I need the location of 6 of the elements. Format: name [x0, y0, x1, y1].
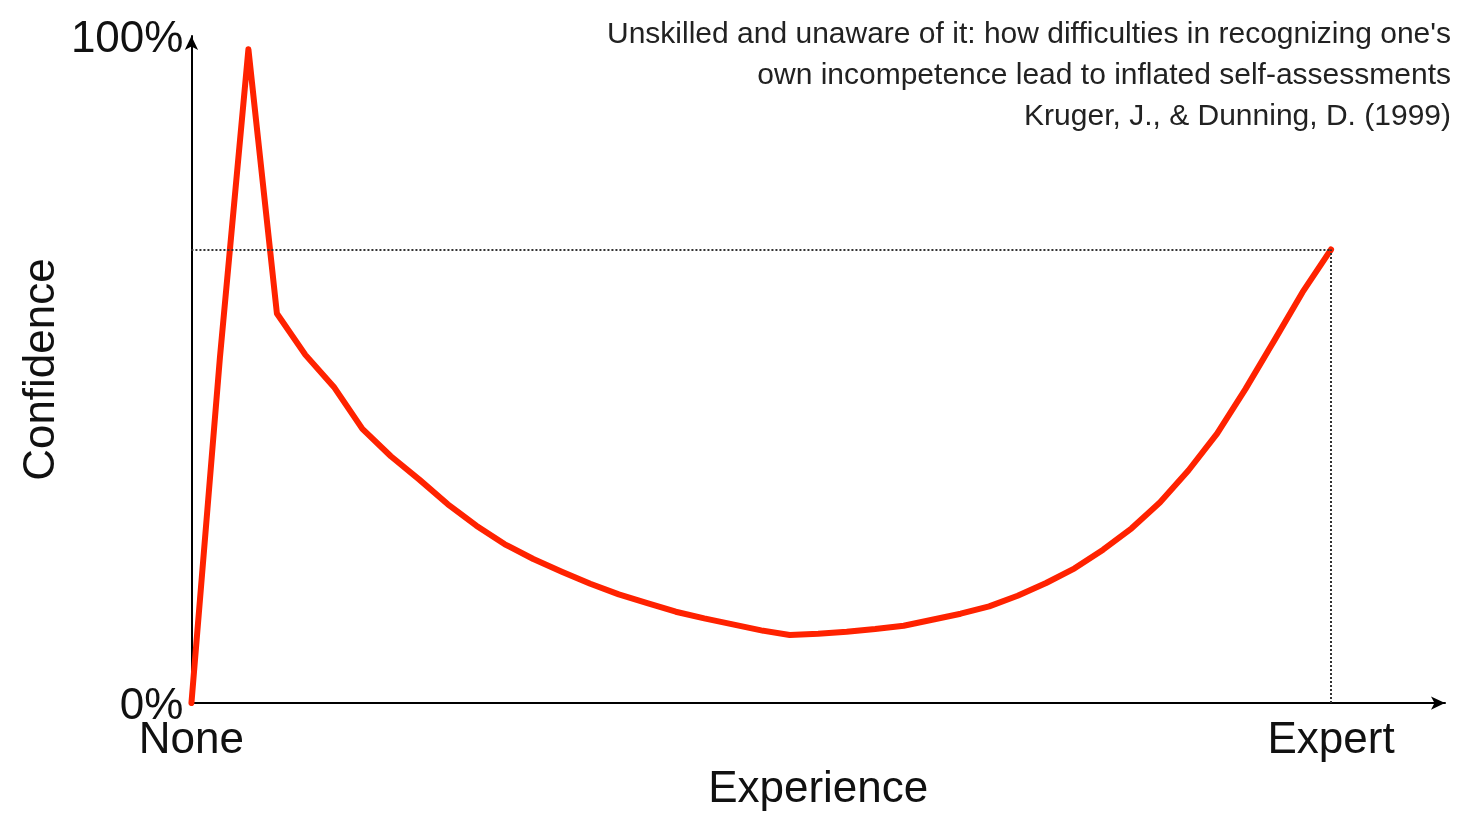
- annotation: Unskilled and unaware of it: how difficulties in recognizing one's own incompetence lead to inflated self-assessments: [606, 15, 1451, 92]
- x-tick-label: Expert: [1267, 712, 1395, 762]
- y-tick-label: 100%: [70, 11, 184, 61]
- annotation: Kruger, J., & Dunning, D. (1999): [1023, 97, 1451, 133]
- x-axis-title: Experience: [708, 761, 929, 811]
- y-axis-title: Confidence: [13, 258, 63, 481]
